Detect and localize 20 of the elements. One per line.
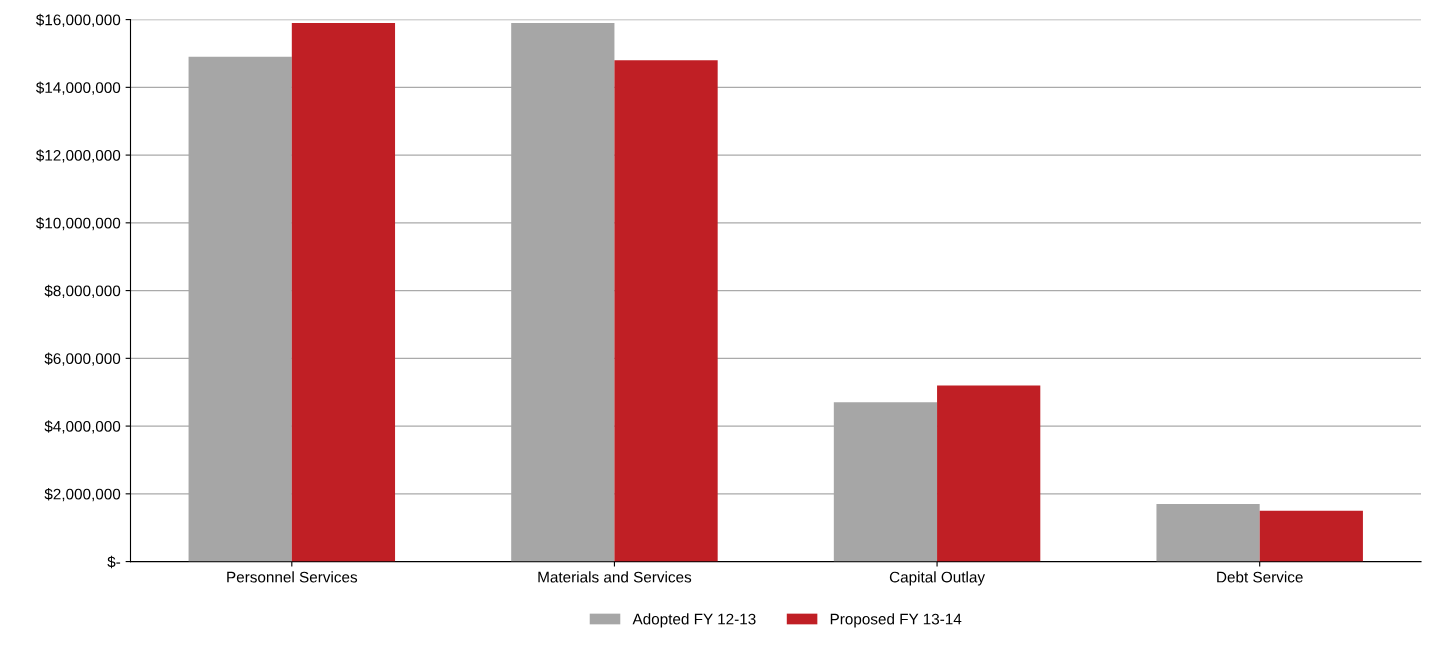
y-tick-label: $8,000,000	[44, 284, 121, 299]
bar	[291, 22, 396, 562]
legend-label: Proposed FY 13-14	[830, 613, 962, 628]
y-tick-label: $2,000,000	[44, 488, 121, 502]
x-tick-label: Materials and Services	[538, 571, 692, 583]
legend-label: Adopted FY 12-13	[632, 613, 756, 628]
x-tick-label: Personnel Services	[227, 571, 358, 583]
bar	[614, 60, 718, 562]
y-tick-label: $10,000,000	[35, 217, 121, 231]
x-tick-label: Debt Service	[1217, 571, 1303, 583]
y-tick-label: $-	[107, 555, 121, 569]
x-tick-label: Capital Outlay	[889, 571, 986, 586]
y-tick-label: $14,000,000	[35, 81, 121, 95]
bar	[1259, 510, 1363, 562]
y-tick-label: $16,000,000	[35, 13, 121, 28]
bar	[1156, 503, 1260, 562]
y-tick-label: $12,000,000	[35, 149, 121, 163]
y-tick-label: $4,000,000	[44, 420, 121, 434]
bar	[937, 385, 1041, 562]
y-tick-label: $6,000,000	[44, 352, 121, 366]
